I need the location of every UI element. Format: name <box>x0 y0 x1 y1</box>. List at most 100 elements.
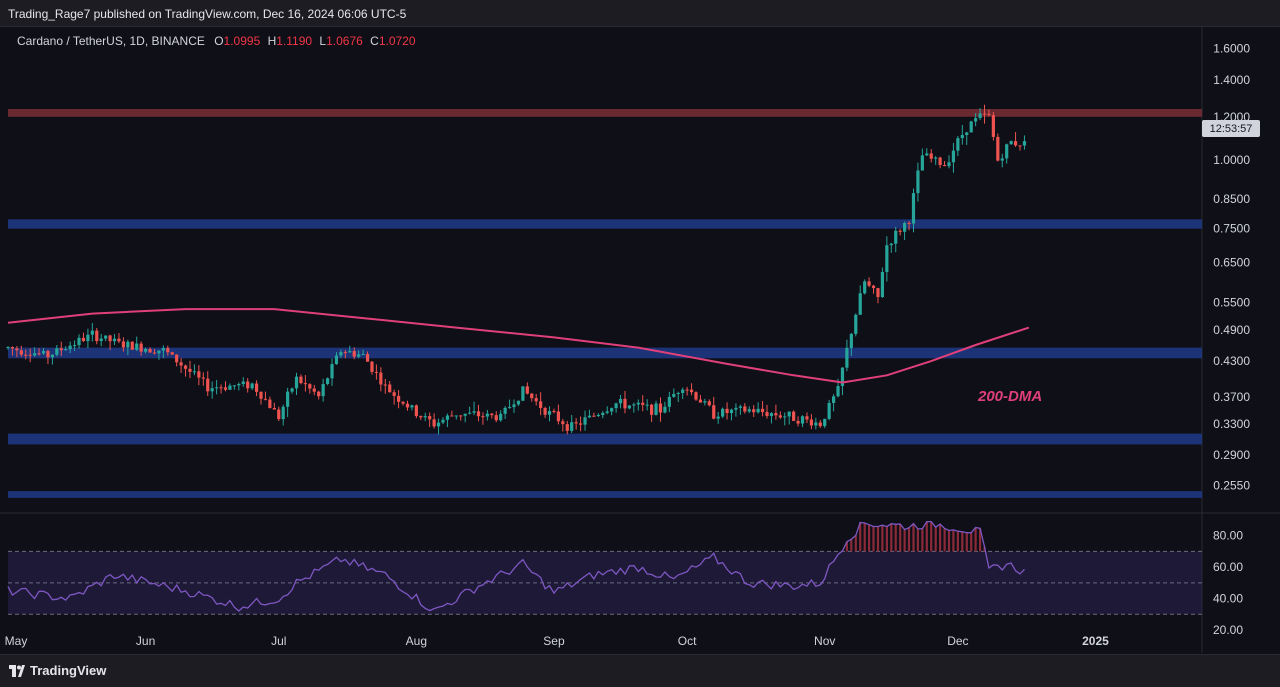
candle <box>965 132 969 145</box>
candle <box>840 367 845 396</box>
candle <box>130 341 134 350</box>
candle <box>729 408 734 421</box>
candle <box>982 104 987 124</box>
candle <box>6 346 10 350</box>
resistance-zone-0 <box>8 108 1202 117</box>
candle <box>414 404 418 419</box>
candle <box>521 386 525 401</box>
price-tick-label: 0.4900 <box>1213 323 1250 337</box>
candle <box>561 418 565 432</box>
candle <box>1000 153 1004 168</box>
candle <box>854 313 858 337</box>
candle <box>929 149 933 163</box>
candle <box>352 347 356 360</box>
candle <box>641 395 645 412</box>
support-zone-4 <box>8 491 1202 498</box>
candle <box>654 400 658 416</box>
last-price-tag: 12:53:57 <box>1202 120 1260 137</box>
candle <box>197 365 201 386</box>
candle <box>760 400 765 417</box>
time-tick-label: Sep <box>543 634 565 648</box>
candle <box>223 381 228 392</box>
time-tick-label: 2025 <box>1082 634 1109 648</box>
candle <box>46 349 50 365</box>
publish-info: Trading_Rage7 published on TradingView.c… <box>8 7 407 21</box>
candle <box>858 285 862 315</box>
publish-header: Trading_Rage7 published on TradingView.c… <box>0 0 1280 27</box>
candle <box>317 390 321 400</box>
candle <box>357 350 361 359</box>
candle <box>610 407 614 416</box>
candle <box>552 408 556 414</box>
price-tick-label: 0.4300 <box>1213 354 1250 368</box>
candle <box>796 416 800 427</box>
candle <box>681 387 685 399</box>
price-tick-label: 0.7500 <box>1213 222 1250 236</box>
price-tick-label: 0.2550 <box>1213 478 1250 492</box>
candle <box>330 358 334 386</box>
candle <box>121 337 126 352</box>
price-axis[interactable]: 1.60001.40001.20001.00000.85000.75000.65… <box>1213 41 1250 637</box>
candle <box>321 378 325 402</box>
candle <box>499 410 503 422</box>
candle <box>210 381 214 399</box>
candle <box>769 412 774 424</box>
candle <box>237 382 241 391</box>
candle <box>441 417 445 425</box>
candle <box>783 412 787 426</box>
candle <box>117 333 121 344</box>
candle <box>445 413 450 428</box>
candle <box>15 345 19 358</box>
candle <box>170 351 174 355</box>
rsi-panel <box>7 520 1202 615</box>
time-axis[interactable]: May Jun Jul Aug Sep Oct Nov Dec 2025 <box>5 634 1109 648</box>
close-value: 1.0720 <box>378 34 416 48</box>
candle <box>281 404 285 426</box>
candle <box>161 345 165 359</box>
candle <box>534 394 538 406</box>
candle <box>126 339 130 356</box>
candle <box>379 367 383 392</box>
chart-pane[interactable]: 200-DMA 1.60001.40001.20001.00000.85000.… <box>0 27 1280 653</box>
candle <box>903 221 907 240</box>
candle <box>1022 135 1027 150</box>
candle <box>778 411 782 419</box>
price-tick-label: 0.6500 <box>1213 256 1250 270</box>
candle <box>308 383 312 394</box>
candle <box>814 417 818 430</box>
candle <box>547 406 552 422</box>
candle <box>721 407 725 419</box>
candle <box>894 226 898 253</box>
candle <box>658 397 663 422</box>
candle <box>277 406 281 422</box>
candle <box>947 155 951 169</box>
candle <box>831 394 836 412</box>
candle <box>450 410 454 417</box>
footer: TradingView <box>0 654 1280 687</box>
candle <box>490 412 494 419</box>
candle <box>388 380 392 393</box>
candle <box>81 332 86 343</box>
candle <box>33 347 37 357</box>
candle <box>1013 132 1018 147</box>
candle <box>383 378 387 394</box>
candle <box>880 267 885 298</box>
candle <box>397 390 401 409</box>
candle <box>90 323 94 342</box>
candle <box>436 418 441 435</box>
candle <box>468 406 472 415</box>
candle <box>312 385 316 396</box>
candle <box>286 387 290 418</box>
candle <box>805 412 809 424</box>
candle <box>215 380 219 395</box>
candle <box>938 156 942 169</box>
support-zone-1 <box>8 219 1202 229</box>
candle <box>911 188 916 233</box>
candle <box>339 349 343 359</box>
candle <box>725 402 729 420</box>
candle <box>800 415 805 427</box>
brand-name[interactable]: TradingView <box>30 663 107 678</box>
tradingview-logo-icon[interactable] <box>9 665 25 677</box>
candle <box>942 160 947 167</box>
candle <box>299 374 303 385</box>
